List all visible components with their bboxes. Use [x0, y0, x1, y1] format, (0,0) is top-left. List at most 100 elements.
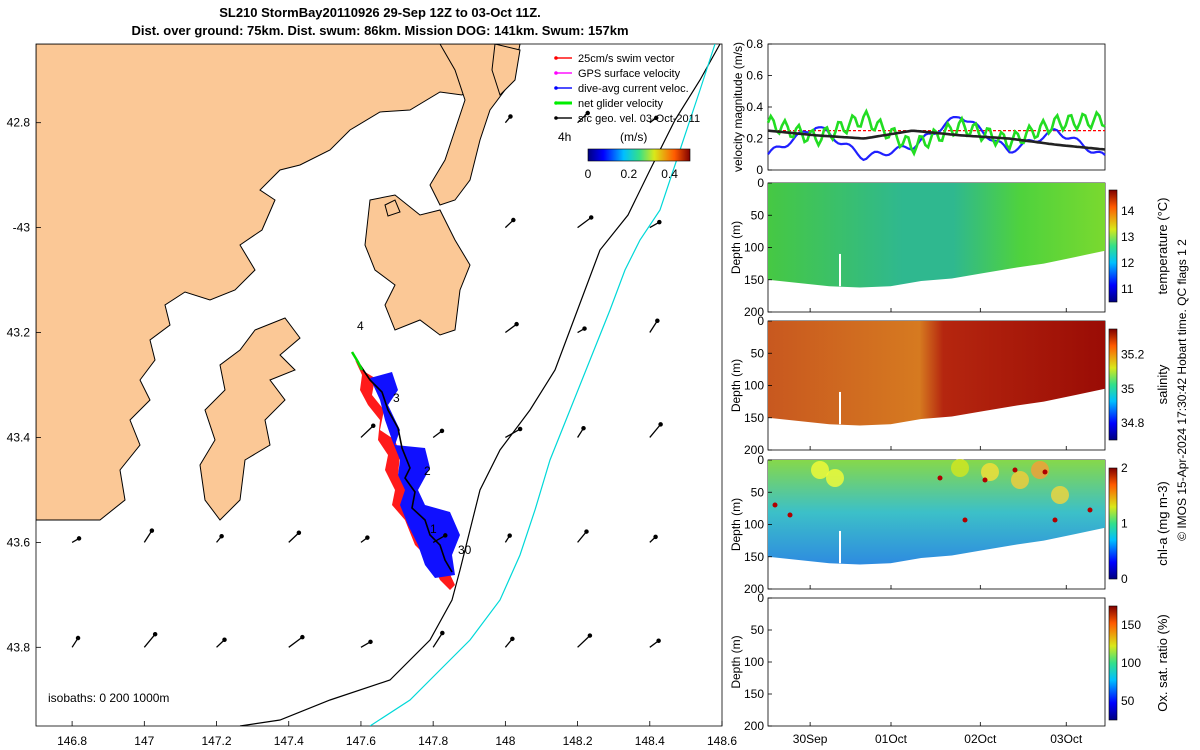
current-vector-head	[440, 630, 445, 636]
legend-label: 25cm/s swim vector	[578, 53, 675, 65]
colorbar-tick-label: 14	[1121, 204, 1135, 218]
chla-high-point	[1087, 507, 1093, 513]
land-peninsula	[199, 317, 301, 521]
chla-high-point	[772, 502, 778, 508]
legend-arrowhead	[554, 56, 558, 60]
current-vector	[649, 320, 658, 333]
section-colorbar	[1108, 467, 1118, 580]
depth-axis-label: Depth (m)	[729, 221, 743, 274]
land-small-island	[384, 199, 401, 217]
section-panel-oxygen: 0 50 100 150 200 Depth (m) 50 100 150 Ox. sat. ra…	[729, 591, 1170, 733]
depth-tick-label: 150	[744, 411, 764, 425]
colorbar-tick-label: 50	[1121, 694, 1135, 708]
current-vector-head	[514, 321, 519, 327]
section-colorbar-label: temperature (°C)	[1155, 198, 1170, 295]
legend-arrowhead	[554, 101, 558, 105]
section-colorbar	[1108, 328, 1118, 441]
depth-tick-label: 200	[744, 582, 764, 596]
depth-tick-label: 100	[744, 655, 764, 669]
current-vector	[143, 633, 156, 648]
legend-arrowhead	[554, 86, 558, 90]
colorbar-tick-label: 0	[585, 167, 592, 181]
colorbar-tick-label: 0.4	[661, 167, 678, 181]
colorbar-tick-label: 0.2	[620, 167, 637, 181]
current-vector	[432, 534, 446, 543]
section-colorbar	[1108, 189, 1118, 303]
chla-patch	[1051, 486, 1069, 504]
track-day-label: 3	[393, 391, 400, 405]
current-vector	[577, 531, 588, 543]
current-vector-head	[653, 115, 659, 121]
depth-tick-label: 100	[744, 518, 764, 532]
isobath-200m	[239, 44, 721, 726]
net-velocity-tail	[350, 351, 364, 371]
legend-label: dive-avg current veloc.	[578, 83, 689, 95]
current-vector	[288, 532, 300, 543]
chla-high-point	[937, 475, 943, 481]
current-vector-head	[219, 533, 224, 539]
velocity-y-tick-label: 0.4	[746, 100, 763, 114]
current-vector-head	[585, 110, 590, 116]
track-day-label: 1	[430, 522, 437, 536]
depth-axis-label: Depth (m)	[729, 359, 743, 412]
colorbar-tick-label: 100	[1121, 656, 1141, 670]
depth-tick-label: 0	[757, 591, 764, 605]
depth-axis-label: Depth (m)	[729, 635, 743, 688]
depth-tick-label: 100	[744, 379, 764, 393]
map-x-tick-label: 147.8	[418, 734, 448, 748]
current-vector-head	[587, 633, 593, 638]
chla-high-point	[1042, 469, 1048, 475]
current-vector	[577, 216, 592, 229]
colorbar-tick-label: 35.2	[1121, 348, 1145, 362]
current-vector-head	[76, 536, 82, 541]
current-vector-head	[582, 326, 587, 331]
current-vector	[143, 530, 153, 543]
map-x-tick-label: 146.8	[57, 734, 87, 748]
current-vector-head	[517, 426, 523, 432]
section-panel-temperature: 0 50 100 150 200 Depth (m) 11 12 13 14 temperature…	[729, 176, 1170, 319]
chla-patch	[951, 459, 969, 477]
current-vector	[504, 323, 517, 334]
track-day-label: 4	[357, 319, 364, 333]
chart-title-line1: SL210 StormBay20110926 29-Sep 12Z to 03-…	[219, 5, 541, 20]
current-vector	[432, 632, 443, 648]
current-vector-head	[300, 634, 305, 640]
section-frame	[767, 597, 1106, 727]
velocity-ylabel: velocity magnitude (m/s)	[731, 42, 745, 172]
current-vector-head	[588, 215, 594, 220]
chart-title-line2: Dist. over ground: 75km. Dist. swum: 86k…	[131, 23, 629, 38]
map-y-tick-label: 43.2	[7, 326, 31, 340]
section-data-field	[768, 183, 1105, 288]
velocity-y-tick-label: 0.6	[746, 69, 763, 83]
time-axis: 30Sep 01Oct 02Oct 03Oct	[793, 732, 1083, 746]
map-y-tick-label: -43	[13, 221, 31, 235]
current-vector-head	[581, 425, 586, 431]
depth-tick-label: 100	[744, 241, 764, 255]
velocity-series-line	[767, 129, 1106, 151]
current-vector-head	[296, 530, 302, 535]
map-x-tick-label: 148	[495, 734, 515, 748]
current-vector-head	[508, 114, 513, 119]
land-maria-island	[491, 44, 521, 96]
colorbar-tick-label: 1	[1121, 517, 1128, 531]
depth-tick-label: 150	[744, 550, 764, 564]
colorbar-tick-label: 150	[1121, 618, 1141, 632]
current-vector	[577, 635, 591, 648]
current-vector	[577, 112, 589, 124]
colorbar-tick-label: 0	[1121, 572, 1128, 586]
current-vector-head	[152, 631, 158, 637]
colorbar-tick-label: 34.8	[1121, 416, 1145, 430]
chla-high-point	[1012, 467, 1018, 473]
current-vector-head	[368, 639, 373, 645]
velocity-panel: 0 0.2 0.4 0.6 0.8 velocity magnitude (m/s)	[731, 37, 1106, 177]
current-vector-head	[75, 635, 81, 641]
depth-tick-label: 200	[744, 305, 764, 319]
depth-tick-label: 150	[744, 687, 764, 701]
time-tick-label: 03Oct	[1050, 732, 1083, 746]
current-vector-head	[149, 528, 155, 533]
map-x-tick-label: 147.4	[274, 734, 304, 748]
legend-arrowhead	[554, 71, 558, 75]
colorbar-gradient	[587, 148, 691, 162]
map-y-tick-label: 43.4	[7, 430, 31, 444]
